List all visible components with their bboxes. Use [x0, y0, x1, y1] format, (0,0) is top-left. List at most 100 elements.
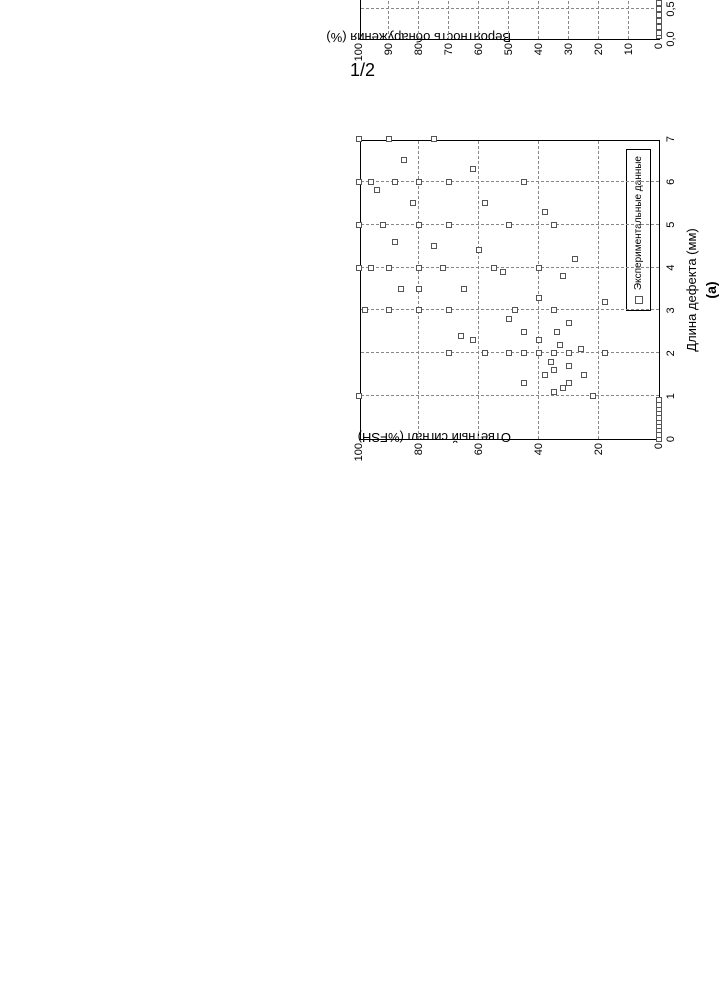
data-marker [521, 380, 527, 386]
chart-a-ylabel: Ответный сигнал (%FSH) [358, 430, 511, 445]
figure: Ответный сигнал (%FSH) Экспериментальные… [360, 0, 725, 520]
chart-a-sublabel: (a) [703, 140, 719, 440]
y-tick: 100 [353, 443, 365, 469]
chart-b-curves [361, 0, 661, 39]
data-marker [380, 222, 386, 228]
data-marker [536, 265, 542, 271]
data-marker [461, 286, 467, 292]
data-marker [512, 307, 518, 313]
x-tick: 2 [665, 350, 677, 356]
data-marker [551, 350, 557, 356]
data-marker [392, 239, 398, 245]
data-marker [356, 393, 362, 399]
data-marker [440, 265, 446, 271]
gridline [628, 0, 629, 39]
y-tick: 60 [473, 43, 485, 69]
gridline [568, 0, 569, 39]
y-tick: 20 [593, 43, 605, 69]
data-marker [656, 18, 662, 24]
data-marker [551, 307, 557, 313]
data-marker [482, 200, 488, 206]
data-marker [446, 350, 452, 356]
data-marker [566, 363, 572, 369]
data-marker [521, 329, 527, 335]
pod-curve [361, 0, 661, 3]
gridline [538, 0, 539, 39]
data-marker [491, 265, 497, 271]
data-marker [656, 397, 662, 403]
x-tick: 4 [665, 265, 677, 271]
x-tick: 0 [665, 436, 677, 442]
data-marker [410, 200, 416, 206]
data-marker [458, 333, 464, 339]
data-marker [356, 222, 362, 228]
legend-item: Экспериментальные данные [632, 156, 645, 304]
data-marker [416, 222, 422, 228]
data-marker [416, 265, 422, 271]
data-marker [416, 179, 422, 185]
data-marker [521, 179, 527, 185]
data-marker [374, 187, 380, 193]
data-marker [602, 299, 608, 305]
data-marker [536, 337, 542, 343]
chart-a-legend: Экспериментальные данные [626, 149, 651, 311]
data-marker [356, 179, 362, 185]
x-tick: 5 [665, 222, 677, 228]
panels-row: Ответный сигнал (%FSH) Экспериментальные… [360, 0, 719, 520]
x-tick: 0,0 [665, 31, 677, 46]
chart-a-xlabel: Длина дефекта (мм) [684, 140, 699, 440]
data-marker [578, 346, 584, 352]
data-marker [656, 6, 662, 12]
gridline [598, 0, 599, 39]
y-tick: 40 [533, 443, 545, 469]
y-tick: 20 [593, 443, 605, 469]
data-marker [446, 222, 452, 228]
gridline [508, 0, 509, 39]
data-marker [470, 166, 476, 172]
data-marker [536, 295, 542, 301]
y-tick: 30 [563, 43, 575, 69]
data-marker [398, 286, 404, 292]
gridline [598, 141, 599, 439]
y-tick: 60 [473, 443, 485, 469]
y-tick: 0 [653, 43, 665, 69]
data-marker [560, 273, 566, 279]
data-marker [401, 157, 407, 163]
data-marker [431, 136, 437, 142]
chart-b-sublabel: (b) [703, 0, 719, 40]
y-tick: 100 [353, 43, 365, 69]
x-tick: 6 [665, 179, 677, 185]
data-marker [551, 222, 557, 228]
data-marker [656, 12, 662, 18]
chart-b-plot: Вероятность обнаружения (%) Наблюдаемая … [360, 0, 660, 40]
data-marker [386, 307, 392, 313]
gridline [418, 0, 419, 39]
gridline [388, 0, 389, 39]
y-tick: 10 [623, 43, 635, 69]
data-marker [551, 389, 557, 395]
data-marker [557, 342, 563, 348]
y-tick: 80 [413, 443, 425, 469]
panel-b: Вероятность обнаружения (%) Наблюдаемая … [360, 0, 719, 80]
gridline [538, 141, 539, 439]
gridline [448, 0, 449, 39]
y-tick: 50 [503, 43, 515, 69]
data-marker [356, 265, 362, 271]
gridline [361, 8, 659, 9]
data-marker [536, 350, 542, 356]
data-marker [566, 350, 572, 356]
data-marker [356, 136, 362, 142]
data-marker [506, 222, 512, 228]
data-marker [572, 256, 578, 262]
data-marker [506, 316, 512, 322]
data-marker [368, 179, 374, 185]
x-tick: 0,5 [665, 1, 677, 16]
data-marker [500, 269, 506, 275]
data-marker [446, 307, 452, 313]
legend-swatch [635, 296, 643, 304]
data-marker [602, 350, 608, 356]
data-marker [542, 372, 548, 378]
gridline [361, 181, 659, 182]
data-marker [581, 372, 587, 378]
data-marker [392, 179, 398, 185]
